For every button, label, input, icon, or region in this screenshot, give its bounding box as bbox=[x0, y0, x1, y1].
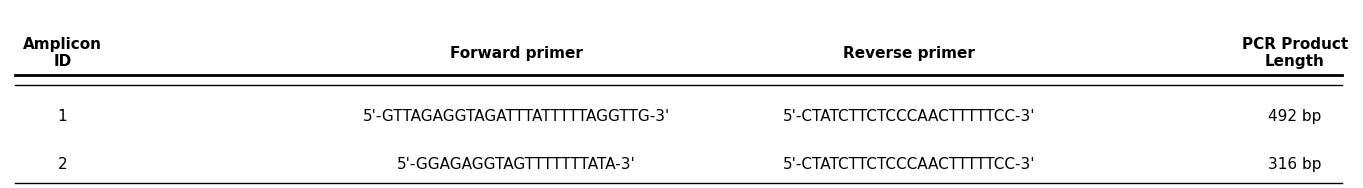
Text: 1: 1 bbox=[57, 109, 67, 124]
Text: 5'-GGAGAGGTAGTTTTTTTATA-3': 5'-GGAGAGGTAGTTTTTTTATA-3' bbox=[397, 157, 635, 172]
Text: 5'-CTATCTTCTCCCAACTTTTTCC-3': 5'-CTATCTTCTCCCAACTTTTTCC-3' bbox=[782, 157, 1036, 172]
Text: 492 bp: 492 bp bbox=[1269, 109, 1322, 124]
Text: 2: 2 bbox=[57, 157, 67, 172]
Text: 5'-CTATCTTCTCCCAACTTTTTCC-3': 5'-CTATCTTCTCCCAACTTTTTCC-3' bbox=[782, 109, 1036, 124]
Text: Forward primer: Forward primer bbox=[450, 46, 582, 61]
Text: Reverse primer: Reverse primer bbox=[844, 46, 975, 61]
Text: PCR Product
Length: PCR Product Length bbox=[1242, 37, 1348, 69]
Text: 5'-GTTAGAGGTAGATTTATTTTTAGGTTG-3': 5'-GTTAGAGGTAGATTTATTTTTAGGTTG-3' bbox=[363, 109, 669, 124]
Text: Amplicon
ID: Amplicon ID bbox=[23, 37, 102, 69]
Text: 316 bp: 316 bp bbox=[1269, 157, 1322, 172]
